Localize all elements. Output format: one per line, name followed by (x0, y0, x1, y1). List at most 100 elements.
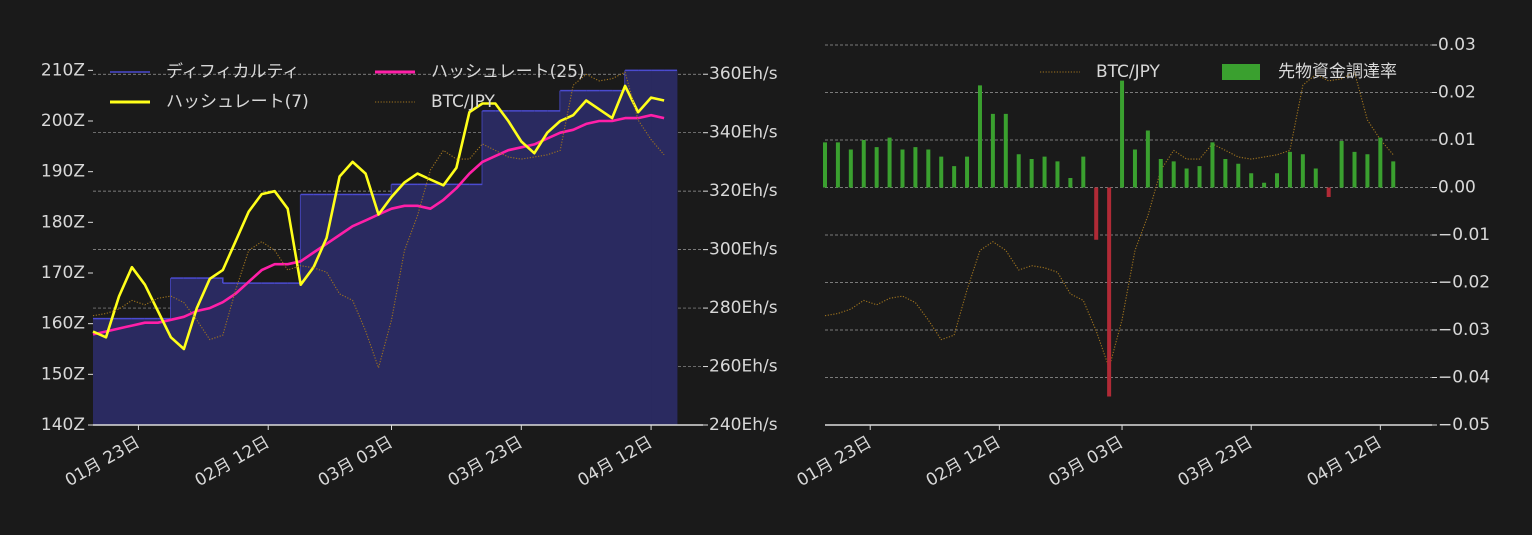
bar (1145, 130, 1150, 188)
y2-tick-label: 0.02 (1438, 83, 1476, 103)
difficulty-area (612, 90, 626, 425)
bar (1378, 137, 1383, 188)
difficulty-area (651, 70, 665, 425)
difficulty-area (261, 283, 276, 425)
y2-tick-label: 300Eh/s (709, 240, 778, 260)
y2-tick-label: −0.05 (1438, 415, 1490, 435)
bar (1391, 161, 1396, 188)
difficulty-area (300, 194, 315, 425)
legend-label: ディフィカルティ (166, 61, 299, 82)
difficulty-area (638, 70, 652, 425)
y2-tick-label: 0.03 (1438, 35, 1476, 55)
y2-tick-label: 340Eh/s (709, 123, 778, 143)
bar (1339, 140, 1344, 188)
difficulty-area (547, 110, 561, 425)
legend-label: 先物資金調達率 (1278, 62, 1397, 82)
y-tick-label: 180Z (41, 212, 85, 232)
bar (926, 149, 931, 188)
legend-label: ハッシュレート(25) (431, 62, 585, 82)
y-tick-label: 140Z (41, 415, 85, 435)
difficulty-area (430, 184, 444, 425)
difficulty-step (209, 277, 224, 284)
bar (1016, 154, 1021, 188)
difficulty-step (547, 90, 561, 112)
bar (1029, 159, 1034, 188)
difficulty-area (339, 194, 353, 425)
legend-swatch (1222, 64, 1260, 80)
difficulty-area (170, 278, 185, 425)
y-tick-label: 200Z (41, 111, 85, 131)
y2-tick-label: −0.03 (1438, 320, 1490, 340)
series-dotted-line (92, 71, 665, 369)
bar (1365, 154, 1370, 188)
bar (1210, 142, 1215, 188)
bar (1068, 178, 1073, 188)
bar (1055, 161, 1060, 188)
difficulty-area (352, 194, 366, 425)
bar (1262, 182, 1267, 188)
difficulty-area (118, 318, 133, 425)
bar (990, 113, 995, 188)
bar (1094, 187, 1099, 240)
bar (977, 85, 982, 188)
bar (1171, 161, 1176, 188)
legend-label: BTC/JPY (1096, 62, 1161, 82)
y-tick-label: 160Z (41, 314, 85, 334)
bar (1236, 163, 1241, 188)
difficulty-area (456, 184, 470, 425)
bar (1249, 173, 1254, 188)
bar (952, 166, 957, 188)
bar (835, 142, 840, 188)
bar (900, 149, 905, 188)
bar (823, 142, 827, 188)
y-tick-label: 210Z (41, 60, 85, 80)
legend-label: ハッシュレート(7) (166, 92, 309, 112)
difficulty-area (365, 194, 379, 425)
y2-tick-label: −0.04 (1438, 368, 1490, 388)
difficulty-area (144, 318, 159, 425)
y2-tick-label: 240Eh/s (709, 415, 778, 435)
bar (874, 147, 879, 188)
difficulty-area (105, 318, 120, 425)
difficulty-area (222, 283, 237, 425)
bar (861, 140, 866, 188)
difficulty-area (586, 90, 600, 425)
difficulty-area (313, 194, 328, 425)
difficulty-area (521, 110, 535, 425)
bar (965, 156, 970, 188)
bar (913, 147, 918, 188)
bar (1275, 173, 1280, 188)
difficulty-area (196, 278, 211, 425)
difficulty-area (326, 194, 340, 425)
y2-tick-label: −0.01 (1438, 225, 1490, 245)
series-line (92, 84, 665, 351)
bar (1352, 151, 1357, 188)
difficulty-area (599, 90, 613, 425)
bar (1132, 149, 1137, 188)
difficulty-area (131, 318, 146, 425)
difficulty-area (573, 90, 587, 425)
y2-tick-label: −0.02 (1438, 273, 1490, 293)
bar (848, 149, 853, 188)
y-tick-label: 150Z (41, 364, 85, 384)
difficulty-area (495, 110, 509, 425)
bar (1223, 159, 1228, 188)
y2-tick-label: 260Eh/s (709, 357, 778, 377)
legend-label: BTC/JPY (431, 92, 496, 112)
bar (1042, 156, 1047, 188)
bar (1197, 166, 1202, 188)
difficulty-area (469, 184, 483, 425)
difficulty-area (287, 283, 302, 425)
y2-tick-label: 280Eh/s (709, 298, 778, 318)
difficulty-area (664, 70, 678, 425)
bar (1326, 187, 1331, 197)
difficulty-area (274, 283, 289, 425)
difficulty-area (157, 318, 172, 425)
difficulty-area (534, 110, 548, 425)
bar (1107, 187, 1112, 397)
bar (939, 156, 944, 188)
bar (1003, 113, 1008, 188)
y2-tick-label: 0.01 (1438, 130, 1476, 150)
y2-tick-label: 0.00 (1438, 178, 1476, 198)
